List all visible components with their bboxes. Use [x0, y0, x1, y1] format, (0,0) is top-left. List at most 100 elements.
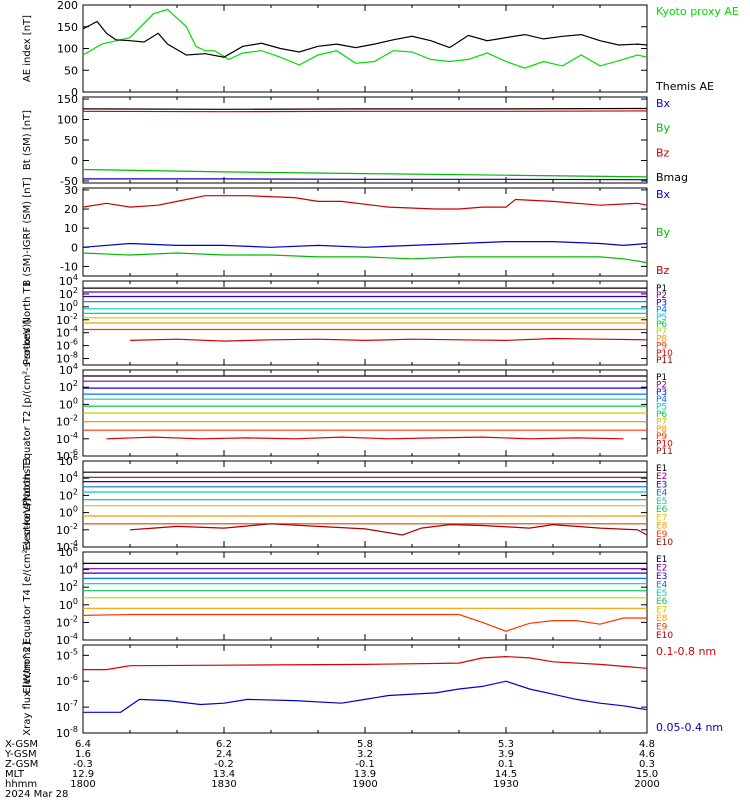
- y-tick-label: 10-5: [56, 647, 78, 662]
- footer-value: 12.9: [72, 769, 94, 780]
- series-line-By: [82, 252, 648, 264]
- footer-value: 6.4: [75, 739, 91, 750]
- legend-entry: P8: [656, 425, 667, 435]
- y-tick-exponent: 6: [73, 544, 78, 553]
- legend-entry: E7: [656, 606, 667, 616]
- legend-entry: E9: [656, 623, 668, 633]
- footer-value: -0.3: [73, 759, 93, 770]
- footer-value: 13.4: [213, 769, 235, 780]
- legend-entry: E7: [656, 513, 667, 523]
- legend-entry: 0.1-0.8 nm: [656, 645, 716, 658]
- legend-entry: P3: [656, 298, 667, 308]
- y-tick-exponent: -2: [70, 614, 78, 623]
- y-tick-label: 100: [59, 396, 78, 411]
- footer-value: -0.1: [355, 759, 375, 770]
- panel-ae: 0 50 100 150 200 AE index [nT] Kyoto proxy AE T…: [22, 0, 739, 99]
- footer-value: 0.1: [498, 759, 514, 770]
- footer-row-label: MLT: [5, 769, 25, 780]
- legend-entry: P9: [656, 432, 667, 442]
- legend-entry: E2: [656, 472, 667, 482]
- series-line-Themis-AE: [82, 20, 648, 58]
- y-tick-label: 104: [59, 470, 78, 485]
- legend-entry: E6: [656, 505, 668, 515]
- footer-row-label: X-GSM: [5, 739, 38, 750]
- footer-row-label: 2024 Mar 28: [5, 789, 68, 800]
- legend-entry: P8: [656, 334, 667, 344]
- y-tick-label: 150: [57, 93, 78, 106]
- legend-entry: Bx: [656, 188, 671, 201]
- y-tick-exponent: -6: [70, 338, 78, 347]
- legend-entry: P6: [656, 410, 667, 420]
- legend-entry: By: [656, 122, 671, 135]
- y-tick-label: 30: [64, 184, 78, 197]
- series-line-Bz: [82, 110, 648, 113]
- y-tick-exponent: 4: [73, 273, 78, 282]
- y-tick-label: 10-6: [56, 673, 78, 688]
- panel-frame: [82, 644, 648, 734]
- legend-entry: P10: [656, 349, 673, 359]
- footer-value: 4.6: [639, 749, 655, 760]
- y-tick-exponent: 0: [73, 597, 78, 606]
- panel-frame: [82, 460, 648, 548]
- y-tick-exponent: -2: [70, 522, 78, 531]
- footer-value: 4.8: [639, 739, 655, 750]
- y-tick-label: 100: [59, 597, 78, 612]
- y-axis-label: Electrons Equator T4 [e/(cm²-s-sr-keV)]: [22, 498, 33, 693]
- series-line-E10: [129, 523, 648, 536]
- y-tick-exponent: 6: [73, 453, 78, 462]
- legend-entry: E9: [656, 530, 668, 540]
- y-tick-label: 106: [59, 544, 78, 559]
- legend-entry: P5: [656, 313, 667, 323]
- y-tick-label: 100: [57, 114, 78, 127]
- y-tick-label: 100: [59, 505, 78, 520]
- legend-entry: E5: [656, 497, 667, 507]
- legend-entry: P5: [656, 403, 667, 413]
- y-axis-label: Protons Equator T2 [p/(cm²-s-sr-keV)]: [22, 320, 33, 507]
- panel-b-sm: -50 0 50 100 150 Bt (SM) [nT] Bx By Bz Bmag: [22, 93, 688, 188]
- y-tick-exponent: 2: [73, 579, 78, 588]
- y-tick-label: 50: [64, 134, 78, 147]
- y-tick-exponent: 2: [73, 379, 78, 388]
- y-axis-label: Electrons North T3: [22, 457, 33, 550]
- y-tick-label: 10-8: [56, 725, 78, 740]
- y-tick-label: 10-2: [56, 614, 78, 629]
- legend-entry: P6: [656, 320, 667, 330]
- y-tick-label: 10-7: [56, 699, 78, 714]
- panel-electrons-t4: 106 104 102 100 10-2 10-4 Electrons Equator T4…: [22, 498, 673, 693]
- y-tick-exponent: 4: [73, 562, 78, 571]
- y-axis-label: B (SM)-IGRF (SM) [nT]: [22, 177, 33, 286]
- footer-value: 1930: [493, 779, 518, 790]
- series-line-Bz: [82, 195, 648, 210]
- series-line-By: [82, 168, 648, 178]
- legend-entry: E4: [656, 580, 668, 590]
- y-tick-label: 20: [64, 203, 78, 216]
- y-tick-exponent: 0: [73, 505, 78, 514]
- legend-entry: Themis AE: [655, 80, 714, 93]
- series-line-E9: [82, 613, 647, 632]
- legend-entry: E10: [656, 631, 673, 641]
- y-tick-label: 10-2: [56, 414, 78, 429]
- legend-entry: Bmag: [656, 171, 688, 184]
- footer-value: 3.2: [357, 749, 373, 760]
- footer-value: 0.3: [639, 759, 655, 770]
- legend-entry: Kyoto proxy AE: [656, 5, 739, 18]
- y-tick-exponent: -2: [70, 414, 78, 423]
- legend-entry: E3: [656, 572, 667, 582]
- y-tick-exponent: -7: [70, 699, 78, 708]
- legend-entry: E1: [656, 555, 667, 565]
- y-tick-label: 102: [59, 379, 78, 394]
- legend-entry: P1: [656, 284, 667, 294]
- y-tick-exponent: 4: [73, 362, 78, 371]
- legend-entry: P2: [656, 380, 667, 390]
- series-line-Kyoto-proxy-AE: [82, 8, 648, 69]
- series-line-Bmag: [82, 107, 648, 110]
- y-tick-label: -50: [60, 175, 78, 188]
- footer-value: 2.4: [216, 749, 232, 760]
- legend-entry: P1: [656, 373, 667, 383]
- footer-value: 5.8: [357, 739, 373, 750]
- y-axis-label: AE index [nT]: [22, 15, 33, 82]
- legend-entry: P9: [656, 342, 667, 352]
- panel-b-igrf: -10 0 10 20 30 B (SM)-IGRF (SM) [nT] Bx By Bz: [22, 177, 671, 286]
